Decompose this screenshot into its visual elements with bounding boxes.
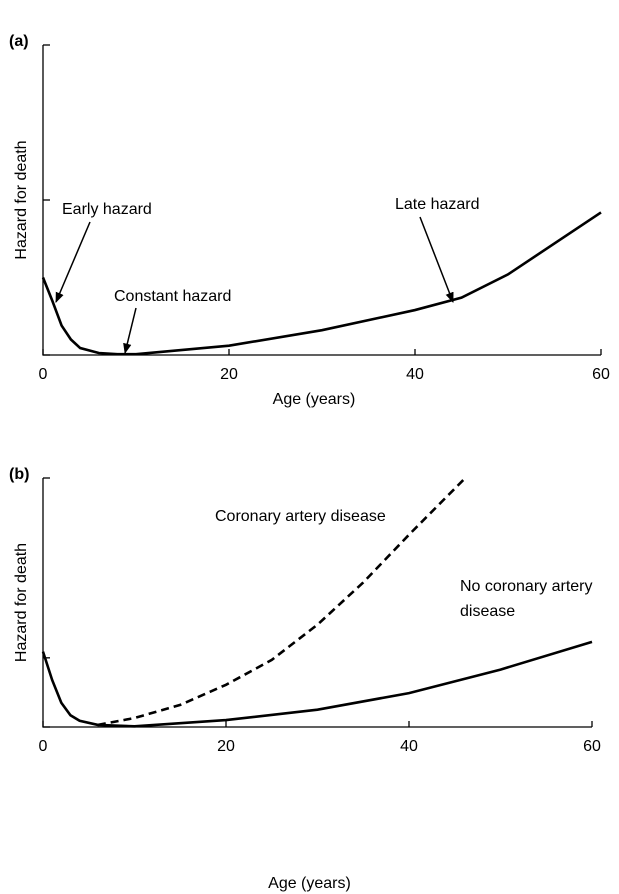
annotation-arrow	[123, 307, 137, 355]
y-axis-label: Hazard for death	[13, 140, 30, 259]
hazard-line	[41, 640, 593, 728]
panel-label: (b)	[9, 466, 29, 483]
x-tick-label: 20	[217, 738, 235, 755]
x-tick-label: 0	[39, 366, 48, 383]
x-tick-label: 20	[220, 366, 238, 383]
x-tick-label: 60	[583, 738, 601, 755]
x-tick-label: 40	[400, 738, 418, 755]
panel-label: (a)	[9, 33, 29, 50]
annotation-line: No coronary artery	[460, 578, 593, 595]
annotation: Coronary artery disease	[215, 508, 386, 525]
annotation: Constant hazard	[114, 288, 231, 305]
x-tick-label: 60	[592, 366, 610, 383]
annotation-line: disease	[460, 603, 515, 620]
x-axis-label: Age (years)	[273, 391, 356, 408]
y-axis-label: Hazard for death	[13, 543, 30, 662]
annotation-arrow	[55, 221, 91, 303]
hazard-line	[41, 211, 602, 356]
hazard-line	[97, 478, 465, 727]
annotation: Early hazard	[62, 201, 152, 218]
annotation: Late hazard	[395, 196, 480, 213]
annotation-arrow	[419, 216, 454, 303]
axis-line	[42, 45, 601, 356]
x-tick-label: 40	[406, 366, 424, 383]
annotation: No coronary artery disease	[460, 578, 593, 620]
x-axis-label: Age (years)	[268, 875, 351, 892]
x-tick-label: 0	[39, 738, 48, 755]
